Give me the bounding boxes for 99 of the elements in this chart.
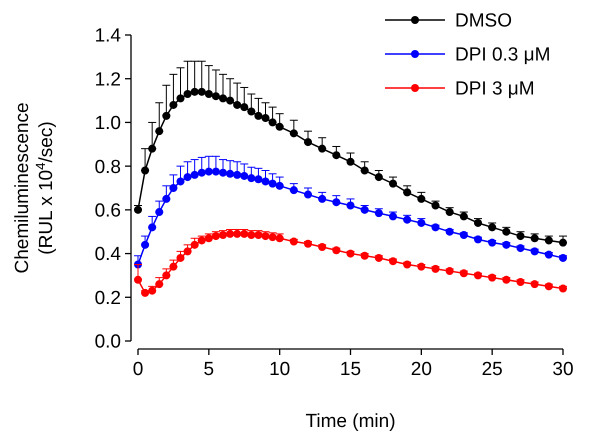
point [488, 274, 496, 282]
point [516, 244, 524, 252]
point [544, 236, 553, 244]
point [389, 212, 397, 220]
point [417, 262, 426, 271]
point [304, 190, 312, 199]
point [318, 144, 326, 153]
point [417, 194, 426, 203]
point [374, 209, 383, 218]
point [169, 100, 178, 109]
point [360, 206, 369, 214]
y-tick-label: 1.4 [94, 26, 122, 47]
x-tick-label: 30 [552, 359, 574, 380]
point [290, 186, 298, 194]
y-tick-label: 0.6 [94, 200, 121, 222]
point [268, 118, 277, 126]
point [304, 138, 312, 146]
point [141, 240, 150, 249]
point [318, 194, 326, 203]
y-tick-label: 0.0 [94, 332, 121, 353]
point [240, 172, 248, 180]
point [559, 284, 567, 293]
point [446, 208, 454, 216]
x-axis-title: Time (min) [305, 411, 396, 432]
point [530, 247, 539, 256]
point [360, 166, 369, 175]
point [460, 212, 468, 220]
point [544, 282, 553, 290]
point [374, 173, 383, 182]
point [219, 168, 227, 177]
point [502, 240, 510, 249]
point [332, 151, 340, 160]
point [389, 257, 397, 266]
point [403, 260, 412, 268]
point [502, 228, 510, 236]
point [204, 168, 213, 176]
point [290, 238, 298, 246]
point [276, 122, 284, 131]
point [403, 216, 412, 224]
point [374, 254, 383, 262]
point [212, 168, 220, 176]
point [446, 267, 454, 276]
point [346, 158, 354, 166]
point [516, 278, 524, 286]
point [148, 223, 156, 232]
legend-label: DMSO [455, 10, 512, 32]
y-tick-label: 0.8 [94, 156, 121, 178]
point [488, 223, 496, 232]
point [432, 201, 440, 210]
y-tick-label: 1.2 [94, 69, 121, 90]
point [446, 228, 454, 236]
point [346, 250, 354, 258]
legend-label: DPI 3 μM [455, 78, 535, 100]
point [432, 223, 440, 232]
point [155, 208, 164, 216]
x-tick-label: 10 [269, 359, 290, 380]
point [432, 264, 440, 273]
x-tick-label: 15 [340, 359, 362, 380]
point [474, 271, 482, 280]
point [544, 250, 553, 259]
point [198, 168, 206, 177]
point [332, 246, 340, 254]
y-tick-label: 0.4 [94, 244, 122, 266]
point [530, 234, 539, 242]
point [474, 235, 482, 244]
point [488, 238, 496, 247]
point [226, 170, 234, 178]
point [247, 108, 256, 116]
point [318, 243, 326, 252]
point [304, 240, 312, 248]
y-tick-label: 1.0 [94, 113, 121, 134]
point [360, 252, 369, 260]
x-tick-label: 5 [204, 359, 214, 380]
point [417, 218, 426, 227]
x-tick-label: 0 [132, 359, 144, 380]
point [460, 269, 468, 278]
legend-label: DPI 0.3 μM [455, 44, 550, 66]
point [155, 127, 164, 136]
point [559, 254, 567, 262]
point [346, 201, 354, 210]
y-tick-label: 0.2 [94, 288, 121, 309]
point [141, 166, 150, 175]
point [332, 198, 340, 206]
x-tick-label: 25 [482, 359, 503, 380]
point [176, 94, 184, 102]
point [530, 280, 539, 288]
point [162, 112, 170, 120]
point [389, 180, 397, 188]
point [403, 188, 412, 196]
point [290, 129, 298, 138]
point [176, 177, 184, 186]
point [233, 170, 242, 179]
point [502, 276, 510, 284]
point [460, 230, 468, 239]
point [474, 218, 482, 227]
x-tick-label: 20 [410, 359, 432, 380]
point [134, 276, 142, 284]
point [559, 238, 567, 247]
point [516, 232, 524, 240]
